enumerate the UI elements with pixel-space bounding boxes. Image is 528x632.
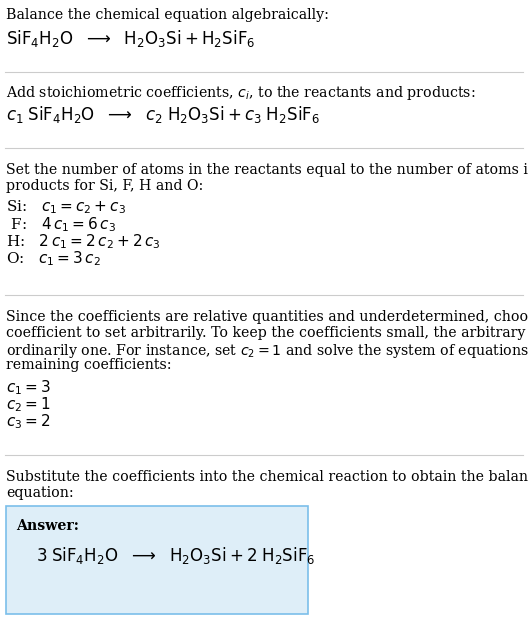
Text: Add stoichiometric coefficients, $c_i$, to the reactants and products:: Add stoichiometric coefficients, $c_i$, …	[6, 84, 476, 102]
Text: Si:   $c_1 = c_2 + c_3$: Si: $c_1 = c_2 + c_3$	[6, 198, 126, 216]
Text: $\mathrm{SiF_4H_2O}$  $\longrightarrow$  $\mathrm{H_2O_3Si + H_2SiF_6}$: $\mathrm{SiF_4H_2O}$ $\longrightarrow$ $…	[6, 28, 256, 49]
Text: coefficient to set arbitrarily. To keep the coefficients small, the arbitrary va: coefficient to set arbitrarily. To keep …	[6, 326, 528, 340]
Text: equation:: equation:	[6, 486, 74, 500]
Text: $c_3 = 2$: $c_3 = 2$	[6, 412, 51, 430]
Text: $3\;\mathrm{SiF_4H_2O}$  $\longrightarrow$  $\mathrm{H_2O_3Si + 2\;H_2SiF_6}$: $3\;\mathrm{SiF_4H_2O}$ $\longrightarrow…	[36, 545, 316, 566]
Text: ordinarily one. For instance, set $c_2 = 1$ and solve the system of equations fo: ordinarily one. For instance, set $c_2 =…	[6, 342, 528, 360]
Text: O:   $c_1 = 3\,c_2$: O: $c_1 = 3\,c_2$	[6, 249, 101, 268]
Text: $c_2 = 1$: $c_2 = 1$	[6, 395, 51, 414]
Text: Balance the chemical equation algebraically:: Balance the chemical equation algebraica…	[6, 8, 329, 22]
Text: products for Si, F, H and O:: products for Si, F, H and O:	[6, 179, 204, 193]
Text: Answer:: Answer:	[16, 519, 79, 533]
Text: Set the number of atoms in the reactants equal to the number of atoms in the: Set the number of atoms in the reactants…	[6, 163, 528, 177]
Text: H:   $2\,c_1 = 2\,c_2 + 2\,c_3$: H: $2\,c_1 = 2\,c_2 + 2\,c_3$	[6, 232, 161, 251]
Text: remaining coefficients:: remaining coefficients:	[6, 358, 172, 372]
Text: Substitute the coefficients into the chemical reaction to obtain the balanced: Substitute the coefficients into the che…	[6, 470, 528, 484]
Text: F:   $4\,c_1 = 6\,c_3$: F: $4\,c_1 = 6\,c_3$	[6, 215, 116, 234]
Bar	[6, 506, 308, 614]
Text: $c_1\;\mathrm{SiF_4H_2O}$  $\longrightarrow$  $c_2\;\mathrm{H_2O_3Si} + c_3\;\ma: $c_1\;\mathrm{SiF_4H_2O}$ $\longrightarr…	[6, 104, 320, 125]
Text: $c_1 = 3$: $c_1 = 3$	[6, 378, 51, 397]
Text: Since the coefficients are relative quantities and underdetermined, choose a: Since the coefficients are relative quan…	[6, 310, 528, 324]
